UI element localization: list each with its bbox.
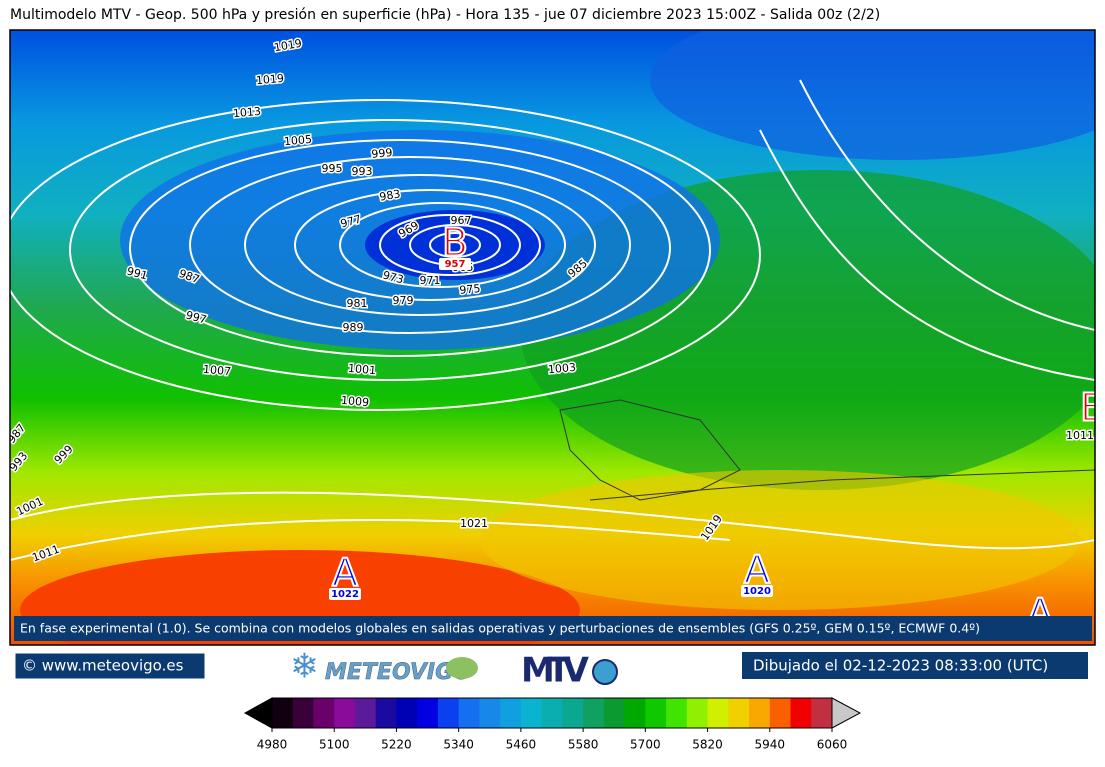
- drawn-box: [742, 652, 1088, 679]
- isobar-label: 1009: [341, 394, 370, 409]
- pressure-value-box: [741, 585, 773, 597]
- website-box: [14, 652, 206, 680]
- colorbar-tick-label: 5700: [630, 738, 661, 752]
- pressure-center-letter: B: [1080, 386, 1105, 430]
- notice-box: [14, 616, 1092, 641]
- pressure-value-box: [329, 588, 361, 600]
- isobar-label: 995: [322, 162, 343, 175]
- isobar-label: 993: [352, 165, 373, 178]
- colorbar-segment: [292, 698, 314, 728]
- title: Multimodelo MTV - Geop. 500 hPa y presió…: [10, 7, 880, 23]
- pressure-center-letter: B: [442, 221, 468, 265]
- colorbar-tick-label: 5460: [506, 738, 537, 752]
- colorbar-over: [831, 697, 862, 729]
- drawn-date: Dibujado el 02-12-2023 08:33:00 (UTC): [753, 657, 1048, 675]
- isobar-label: 979: [393, 294, 414, 307]
- colorbar-segment: [811, 698, 833, 728]
- pressure-value-box: [439, 258, 471, 270]
- colorbar-segment: [396, 698, 418, 728]
- colorbar: 4980 5100 5220 5340 5460 5580 5700 5820 5940 6060: [243, 697, 862, 752]
- isobar-label: 1005: [283, 133, 312, 148]
- isobar-label: 989: [343, 321, 364, 334]
- colorbar-tick-label: 4980: [257, 738, 288, 752]
- ridge-area: [480, 470, 1080, 610]
- colorbar-segment: [686, 698, 709, 728]
- isobar-label: 1021: [460, 517, 488, 530]
- map-frame: [9, 29, 1096, 646]
- colorbar-tick-label: 5940: [755, 738, 786, 752]
- colorbar-segment: [541, 698, 563, 728]
- colorbar-segment: [583, 698, 605, 728]
- colorbar-segment: [375, 698, 397, 728]
- colorbar-tick-label: 6060: [817, 738, 848, 752]
- colorbar-segment: [666, 698, 688, 728]
- snowflake-icon: ❄: [290, 647, 319, 687]
- isobar-label: 1003: [547, 361, 576, 376]
- colorbar-segment: [313, 698, 335, 728]
- colorbar-segment: [520, 698, 543, 728]
- colorbar-frame: [271, 697, 833, 729]
- colorbar-segment: [354, 698, 377, 728]
- notice: En fase experimental (1.0). Se combina c…: [20, 621, 980, 636]
- colorbar-tick-label: 5100: [319, 738, 350, 752]
- colorbar-tick-label: 5820: [692, 738, 723, 752]
- isobar-label: 975: [459, 282, 481, 297]
- isobar-label: 981: [347, 297, 368, 310]
- colorbar-segment: [603, 698, 626, 728]
- colorbar-segment: [458, 698, 480, 728]
- leaf-icon: [446, 657, 478, 679]
- isobar-label: 999: [371, 146, 393, 161]
- pressure-center-value: 1020: [743, 586, 771, 597]
- colorbar-segment: [624, 698, 646, 728]
- logo-icon: [592, 659, 618, 685]
- colorbar-segment: [645, 698, 667, 728]
- colorbar-segment: [437, 698, 460, 728]
- pressure-center-letter: A: [744, 548, 770, 592]
- colorbar-segment: [769, 698, 792, 728]
- isobar-label: 1019: [255, 72, 284, 87]
- isobar-label: 1013: [232, 105, 261, 120]
- colorbar-tick-label: 5580: [568, 738, 599, 752]
- logo: MTV: [521, 651, 590, 691]
- colorbar-tick-label: 5220: [381, 738, 412, 752]
- isobar-label: 1011: [1066, 429, 1094, 442]
- isobar-label: 1007: [203, 363, 232, 378]
- low-core: [365, 210, 545, 280]
- colorbar-segment: [500, 698, 522, 728]
- map: 1019101910131005999995993983977969967965…: [10, 30, 1105, 645]
- colorbar-segment: [417, 698, 439, 728]
- colorbar-segment: [728, 698, 750, 728]
- colorbar-segment: [479, 698, 501, 728]
- isobar-label: 1001: [348, 362, 377, 377]
- pressure-center-letter: A: [332, 551, 358, 595]
- isobar-label: 983: [378, 187, 401, 203]
- isobar-label: 971: [420, 274, 441, 287]
- isobar-label: 967: [451, 214, 472, 227]
- colorbar-segment: [334, 698, 356, 728]
- pressure-center-value: 957: [445, 259, 466, 270]
- trough-area: [650, 30, 1095, 160]
- colorbar-segment: [707, 698, 729, 728]
- pressure-center-value: 1022: [331, 589, 359, 600]
- colorbar-segment: [272, 698, 294, 728]
- colorbar-tick-label: 5340: [443, 738, 474, 752]
- colorbar-segment: [790, 698, 812, 728]
- colorbar-segment: [562, 698, 584, 728]
- colorbar-segment: [749, 698, 771, 728]
- colorbar-under: [243, 697, 273, 729]
- coastline: [589, 469, 1095, 501]
- website[interactable]: © www.meteovigo.es: [22, 657, 184, 675]
